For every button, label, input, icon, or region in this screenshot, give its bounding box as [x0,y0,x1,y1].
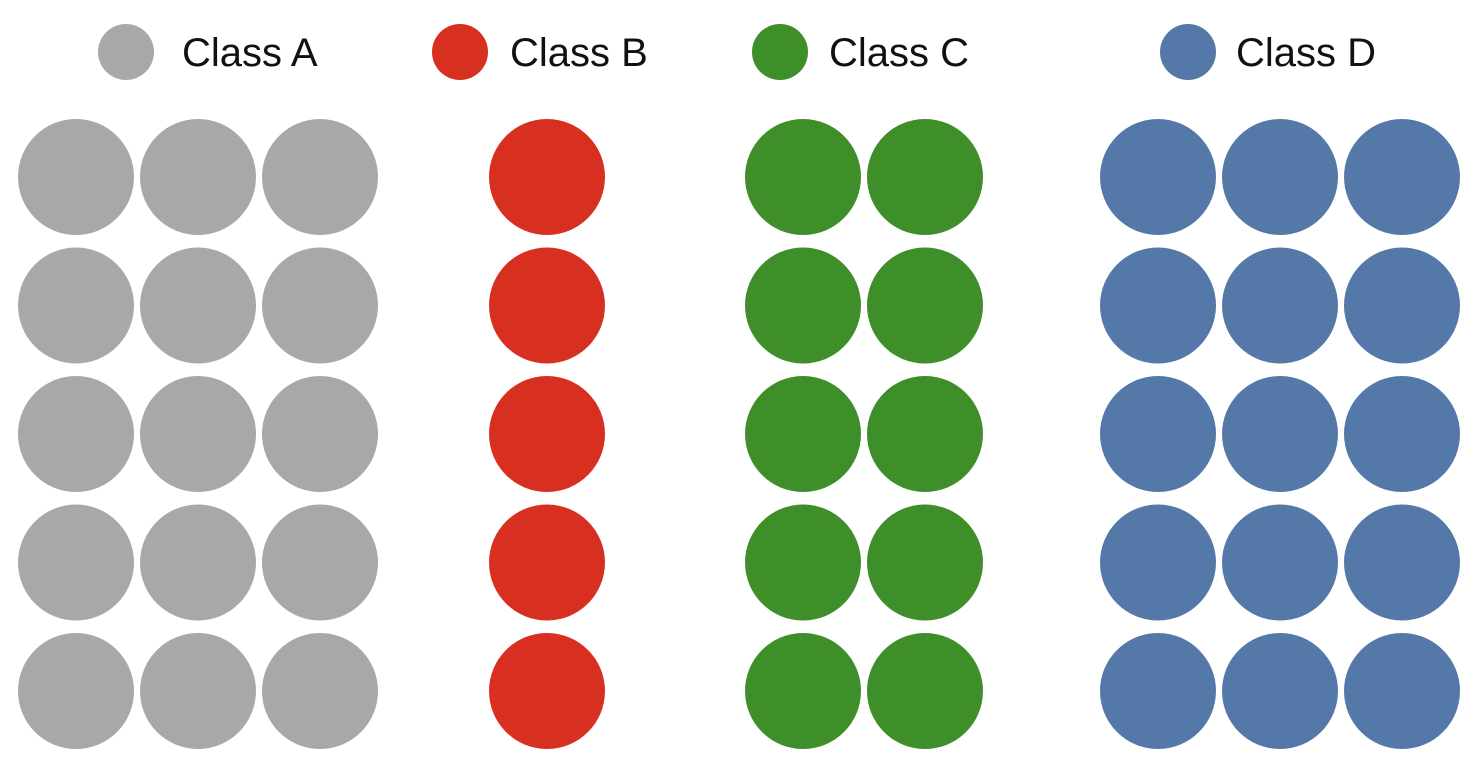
legend-item-class-a: Class A [98,24,318,80]
dot-group-class-c [745,119,983,749]
legend-swatch-class-c [752,24,808,80]
dot-class-d [1344,376,1460,492]
legend-label-class-a: Class A [182,31,318,75]
legend-item-class-b: Class B [432,24,648,80]
dot-class-a [140,504,256,621]
dot-class-d [1100,119,1216,235]
dot-class-a [140,247,256,364]
dot-class-b [489,247,605,364]
dot-class-a [18,376,134,492]
legend-swatch-class-d [1160,24,1216,80]
dot-class-a [18,633,134,749]
dot-class-c [745,247,861,364]
dot-class-d [1222,633,1338,749]
dot-class-c [745,376,861,492]
dot-class-c [867,504,983,621]
dot-class-d [1344,504,1460,621]
dot-class-b [489,504,605,621]
legend-item-class-d: Class D [1160,24,1376,80]
dot-class-d [1100,633,1216,749]
dot-class-b [489,376,605,492]
legend-label-class-d: Class D [1236,31,1376,75]
dot-group-class-a [18,119,378,749]
dot-class-c [867,376,983,492]
dot-group-class-d [1100,119,1460,749]
legend-swatch-class-a [98,24,154,80]
dot-class-d [1222,376,1338,492]
dot-class-b [489,119,605,235]
dot-class-c [745,633,861,749]
dot-class-a [262,247,378,364]
dot-class-d [1100,504,1216,621]
dot-class-d [1344,247,1460,364]
dot-class-a [18,119,134,235]
dot-class-d [1222,119,1338,235]
dot-class-a [262,504,378,621]
dot-group-class-b [489,119,605,749]
dot-class-d [1222,504,1338,621]
dot-class-a [262,119,378,235]
legend-label-class-c: Class C [829,31,969,75]
dot-class-d [1100,247,1216,364]
dot-class-d [1222,247,1338,364]
dot-class-c [745,119,861,235]
dot-class-d [1344,633,1460,749]
dot-class-a [262,633,378,749]
dot-class-a [262,376,378,492]
dot-class-c [745,504,861,621]
dot-groups [18,119,1460,749]
legend-label-class-b: Class B [510,31,648,75]
dot-class-a [140,119,256,235]
dot-class-d [1344,119,1460,235]
dot-class-b [489,633,605,749]
legend-item-class-c: Class C [752,24,969,80]
dot-class-c [867,247,983,364]
dot-class-c [867,633,983,749]
dot-class-a [140,633,256,749]
legend-swatch-class-b [432,24,488,80]
dot-class-c [867,119,983,235]
legend: Class A Class B Class C Class D [98,24,1376,80]
dot-class-a [18,247,134,364]
dot-class-a [18,504,134,621]
dot-class-d [1100,376,1216,492]
dot-class-a [140,376,256,492]
